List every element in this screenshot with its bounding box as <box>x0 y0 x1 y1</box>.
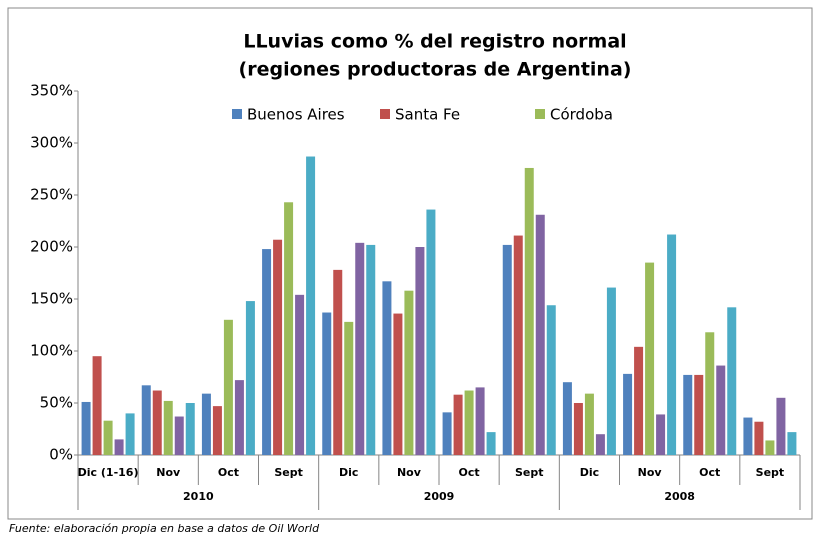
x-tick-label: Sept <box>515 466 544 479</box>
bar <box>562 382 572 455</box>
bar <box>535 214 545 455</box>
bar <box>185 403 195 455</box>
x-tick-label: Oct <box>699 466 720 479</box>
bar <box>683 374 693 455</box>
bar <box>667 234 677 455</box>
bar <box>634 346 644 455</box>
bar <box>475 387 485 455</box>
legend-label: Santa Fe <box>395 106 460 124</box>
bar <box>546 305 556 455</box>
chart-title: (regiones productoras de Argentina) <box>239 59 632 81</box>
bar <box>273 239 283 455</box>
group-label: 2010 <box>183 490 214 503</box>
y-tick-label: 200% <box>30 238 73 256</box>
bar <box>382 281 392 455</box>
bar <box>573 403 583 455</box>
bar <box>727 307 737 455</box>
bar <box>743 417 753 455</box>
x-tick-label: Nov <box>397 466 422 479</box>
y-tick-label: 300% <box>30 134 73 152</box>
bar <box>502 244 512 455</box>
group-label: 2008 <box>664 490 695 503</box>
bar <box>355 242 365 455</box>
bar <box>141 385 151 455</box>
x-tick-label: Oct <box>459 466 480 479</box>
x-tick-label: Sept <box>756 466 785 479</box>
legend-swatch <box>535 109 545 119</box>
x-tick-label: Dic <box>580 466 599 479</box>
y-tick-label: 100% <box>30 342 73 360</box>
bar <box>787 432 797 455</box>
legend-label: Buenos Aires <box>247 106 345 124</box>
bar <box>366 244 376 455</box>
y-tick-label: 50% <box>40 394 73 412</box>
bar <box>716 365 726 455</box>
y-tick-label: 0% <box>49 446 73 464</box>
bar <box>125 413 135 455</box>
bar <box>344 321 354 455</box>
x-tick-label: Dic (1-16) <box>78 466 139 479</box>
bar <box>322 312 332 455</box>
bar <box>234 380 244 455</box>
bar <box>464 390 474 455</box>
bar <box>262 249 272 455</box>
bar <box>426 209 436 455</box>
bar <box>223 319 233 455</box>
bar <box>656 414 666 455</box>
bar <box>152 390 162 455</box>
bar <box>284 202 294 455</box>
legend-label: Córdoba <box>550 106 613 124</box>
bar <box>754 421 764 455</box>
bar <box>765 440 775 455</box>
bar <box>81 401 91 455</box>
bar <box>174 416 184 455</box>
bar <box>442 412 452 455</box>
x-tick-label: Sept <box>274 466 303 479</box>
bar <box>201 393 211 455</box>
bar <box>524 167 534 455</box>
legend-swatch <box>232 109 242 119</box>
bar <box>623 373 633 455</box>
footnote: Fuente: elaboración propia en base a dat… <box>9 522 320 535</box>
y-tick-label: 350% <box>30 82 73 100</box>
bar <box>776 397 786 455</box>
bar <box>306 156 316 455</box>
bar <box>486 432 496 455</box>
bar <box>513 235 523 455</box>
bar <box>404 290 414 455</box>
x-tick-label: Oct <box>218 466 239 479</box>
bar <box>92 356 102 455</box>
bar <box>606 287 616 455</box>
bar <box>103 420 113 455</box>
bar <box>694 374 704 455</box>
bar <box>584 393 594 455</box>
x-tick-label: Nov <box>638 466 663 479</box>
group-label: 2009 <box>424 490 455 503</box>
bar <box>595 434 605 455</box>
chart-title: LLuvias como % del registro normal <box>243 31 626 53</box>
bar <box>333 269 343 455</box>
bar <box>645 262 655 455</box>
y-tick-label: 250% <box>30 186 73 204</box>
bar <box>212 406 222 455</box>
x-tick-label: Dic <box>339 466 358 479</box>
bar <box>415 247 425 455</box>
legend-swatch <box>380 109 390 119</box>
y-tick-label: 150% <box>30 290 73 308</box>
bar <box>705 332 715 455</box>
bar <box>163 400 173 455</box>
bar <box>245 301 255 455</box>
bar <box>114 439 124 455</box>
bar <box>393 313 403 455</box>
x-tick-label: Nov <box>156 466 181 479</box>
bar <box>453 394 463 455</box>
bar <box>295 294 305 455</box>
